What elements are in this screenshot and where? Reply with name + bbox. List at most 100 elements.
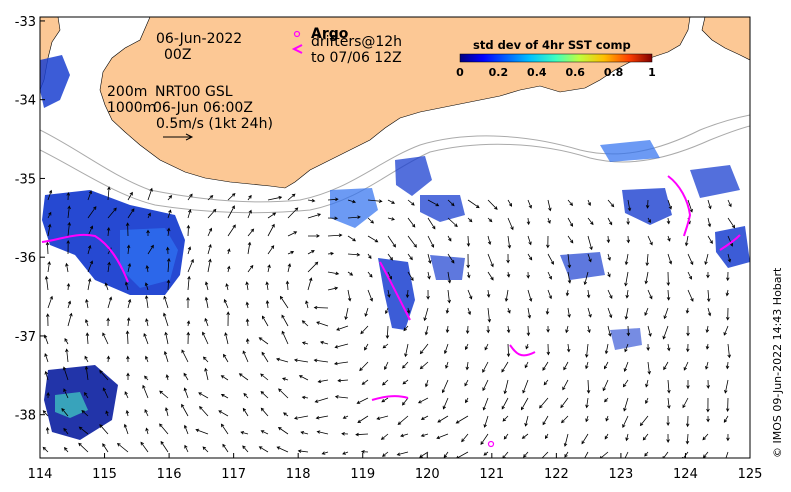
current-vector: [683, 361, 689, 371]
current-vector: [526, 217, 531, 226]
current-vector: [645, 397, 649, 404]
current-vector: [316, 430, 329, 435]
current-vector: [127, 262, 132, 273]
current-vector: [65, 348, 69, 363]
current-vector: [401, 397, 409, 406]
current-vector: [387, 271, 392, 280]
current-vector: [467, 307, 472, 316]
current-vector: [527, 235, 532, 246]
current-vector: [423, 307, 429, 322]
current-vector: [265, 281, 269, 291]
current-vector: [63, 388, 69, 399]
current-vector: [47, 211, 52, 219]
current-vector: [222, 443, 229, 453]
current-vector: [125, 409, 130, 417]
current-vector: [99, 369, 109, 381]
current-vector: [586, 289, 591, 299]
credit-label: © IMOS 09-Jun-2022 14:43 Hobart: [771, 267, 784, 458]
current-vector: [687, 199, 693, 213]
current-vector: [607, 217, 613, 226]
current-vector: [262, 315, 269, 327]
current-vector: [159, 390, 169, 399]
current-vector: [607, 253, 611, 261]
current-vector: [287, 207, 299, 219]
current-vector: [207, 208, 217, 219]
current-vector: [102, 443, 109, 453]
current-vector: [314, 397, 329, 403]
current-vector: [467, 199, 480, 209]
current-vector: [483, 451, 489, 456]
current-vector: [542, 415, 549, 426]
y-tick-label: -37: [15, 330, 36, 345]
current-vector: [62, 366, 69, 381]
current-vector: [445, 307, 450, 314]
current-vector: [627, 199, 632, 212]
current-vector: [647, 361, 651, 375]
current-vector: [45, 241, 50, 255]
current-vector: [507, 307, 511, 314]
x-axis: 114 115 116 117 118 119 120 121 122 123 124 125: [28, 453, 762, 482]
current-vector: [107, 296, 113, 309]
hour-label: 00Z: [164, 47, 191, 63]
land-mass-east: [701, 17, 750, 61]
current-vector: [99, 424, 109, 435]
current-vector: [662, 325, 669, 340]
current-vector: [685, 433, 690, 445]
current-vector: [387, 199, 396, 204]
current-vector: [87, 190, 93, 201]
current-vector: [687, 289, 694, 302]
current-vector: [562, 379, 569, 391]
y-tick-label: -38: [15, 409, 36, 424]
current-vector: [163, 295, 169, 309]
current-vector: [407, 217, 416, 228]
drifter-legend-arrow: [291, 44, 303, 54]
current-vector: [220, 375, 229, 381]
current-vector: [245, 338, 250, 345]
colorbar-ticks: 0 0.2 0.4 0.6 0.8 1: [456, 66, 656, 79]
current-vector: [682, 397, 689, 409]
current-vector: [585, 343, 589, 358]
current-vector: [327, 271, 340, 276]
current-vector: [126, 355, 130, 363]
x-tick-label: 119: [350, 467, 375, 482]
current-vector: [407, 253, 413, 261]
colorbar: [459, 53, 653, 63]
current-vector: [546, 325, 550, 333]
current-vector: [707, 307, 712, 317]
current-vector: [567, 307, 571, 318]
current-vector: [607, 199, 615, 208]
current-vector: [287, 250, 295, 255]
current-vector: [581, 433, 589, 445]
drifter-tracks: [41, 175, 741, 448]
current-vector: [424, 379, 429, 388]
current-vector: [544, 433, 549, 440]
current-vector: [706, 415, 710, 423]
current-vector: [707, 235, 713, 245]
current-vector: [624, 307, 629, 320]
current-vector: [199, 405, 209, 417]
current-vector: [607, 307, 613, 319]
current-vector: [207, 227, 213, 237]
current-vector: [145, 427, 149, 435]
current-vector: [524, 415, 529, 427]
current-vector: [397, 415, 409, 425]
current-vector: [279, 295, 289, 309]
current-vector: [465, 397, 469, 404]
current-vector: [78, 442, 89, 453]
current-vector: [706, 271, 710, 279]
current-vector: [567, 199, 574, 207]
current-vector: [267, 223, 275, 237]
current-vector: [706, 397, 710, 413]
current-vector: [546, 343, 551, 356]
current-vector: [225, 283, 229, 291]
current-vector: [464, 379, 469, 387]
current-vector: [87, 206, 97, 219]
current-vector: [427, 235, 435, 248]
current-vector: [565, 325, 569, 334]
current-vector: [725, 361, 730, 370]
current-vector: [181, 403, 189, 417]
current-vector: [347, 215, 361, 219]
current-vector: [195, 428, 209, 435]
x-tick-label: 121: [479, 467, 504, 482]
current-vector: [327, 251, 335, 256]
